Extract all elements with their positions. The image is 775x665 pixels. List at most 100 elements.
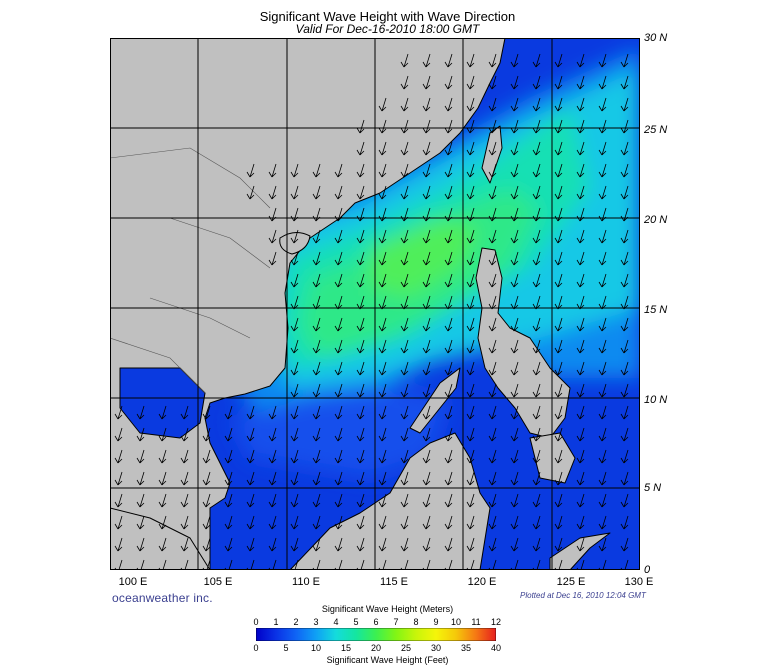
- wave-arrow: [290, 207, 299, 222]
- wave-arrow: [224, 471, 233, 486]
- wave-arrow: [576, 361, 585, 376]
- wave-arrow: [466, 427, 475, 442]
- wave-arrow: [444, 317, 453, 332]
- wave-arrow: [136, 493, 145, 508]
- wave-arrow: [378, 97, 387, 112]
- wave-arrow: [466, 383, 475, 398]
- wave-arrow: [290, 229, 299, 244]
- wave-arrow: [620, 383, 629, 398]
- wave-arrow: [466, 185, 475, 200]
- wave-arrow: [356, 185, 365, 200]
- wave-arrow: [510, 273, 519, 288]
- wave-arrow: [378, 317, 387, 332]
- wave-arrow: [334, 427, 343, 442]
- wave-arrow: [224, 515, 233, 530]
- wave-arrow: [576, 75, 585, 90]
- wave-arrow: [466, 471, 475, 486]
- wave-arrow: [312, 471, 321, 486]
- wave-arrow: [444, 339, 453, 354]
- wave-arrow: [334, 449, 343, 464]
- lon-label-125e: 125 E: [556, 576, 586, 588]
- wave-arrow: [312, 273, 321, 288]
- wave-arrow: [554, 361, 563, 376]
- wave-arrow: [510, 185, 519, 200]
- wave-arrow: [158, 427, 167, 442]
- feet-tick-label: 35: [460, 643, 471, 653]
- wave-arrow: [532, 383, 541, 398]
- philippines: [475, 247, 571, 439]
- wave-arrow: [620, 141, 629, 156]
- wave-arrow: [400, 493, 409, 508]
- meter-tick-label: 9: [433, 617, 439, 627]
- wave-arrow: [510, 295, 519, 310]
- wave-arrow: [488, 493, 497, 508]
- wave-arrow: [268, 515, 277, 530]
- wave-arrow: [334, 383, 343, 398]
- wave-arrow: [356, 339, 365, 354]
- feet-tick-label: 0: [253, 643, 259, 653]
- wave-arrow: [510, 515, 519, 530]
- wave-arrow: [576, 317, 585, 332]
- colorbar-gradient: [256, 628, 496, 641]
- feet-tick-label: 40: [490, 643, 501, 653]
- wave-arrow: [510, 229, 519, 244]
- wave-arrow: [334, 515, 343, 530]
- wave-arrow: [466, 361, 475, 376]
- wave-arrow: [334, 361, 343, 376]
- wave-arrow: [532, 207, 541, 222]
- wave-arrow: [466, 493, 475, 508]
- wave-arrow: [532, 317, 541, 332]
- wave-arrow: [290, 493, 299, 508]
- wave-arrow: [444, 449, 453, 464]
- wave-arrow: [554, 141, 563, 156]
- wave-arrow: [290, 185, 299, 200]
- wave-arrow: [290, 339, 299, 354]
- wave-arrow: [334, 295, 343, 310]
- lat-label-20n: 20 N: [644, 214, 668, 226]
- wave-arrow: [312, 361, 321, 376]
- plotted-timestamp: Plotted at Dec 16, 2010 12:04 GMT: [520, 591, 646, 600]
- colorbar-title-meters: Significant Wave Height (Meters): [321, 604, 454, 614]
- wave-arrow: [356, 163, 365, 178]
- wave-arrow: [510, 471, 519, 486]
- wave-arrow: [290, 295, 299, 310]
- wave-arrow: [620, 405, 629, 420]
- wave-arrow: [532, 405, 541, 420]
- wave-arrow: [202, 515, 211, 530]
- wave-arrow: [422, 207, 431, 222]
- wave-arrow: [378, 251, 387, 266]
- wave-arrow: [444, 251, 453, 266]
- wave-arrow: [202, 471, 211, 486]
- wave-arrow: [312, 405, 321, 420]
- wave-arrow: [488, 53, 497, 68]
- wave-arrow: [312, 427, 321, 442]
- wave-arrow: [356, 273, 365, 288]
- wave-arrow: [510, 53, 519, 68]
- wave-arrow: [554, 185, 563, 200]
- wave-arrow: [444, 141, 453, 156]
- wave-arrow: [598, 141, 607, 156]
- wave-arrow: [620, 119, 629, 134]
- wave-arrow: [136, 515, 145, 530]
- wave-arrow: [246, 405, 255, 420]
- wave-arrow: [488, 97, 497, 112]
- wave-arrow: [576, 449, 585, 464]
- wave-arrow: [202, 493, 211, 508]
- wave-arrow: [158, 471, 167, 486]
- wave-arrow: [422, 251, 431, 266]
- wave-arrow: [378, 361, 387, 376]
- wave-arrow: [378, 383, 387, 398]
- wave-arrow: [598, 163, 607, 178]
- wave-arrow: [444, 427, 453, 442]
- wave-arrow: [466, 97, 475, 112]
- map-title: Significant Wave Height with Wave Direct…: [259, 9, 516, 24]
- meter-tick-label: 5: [353, 617, 359, 627]
- wave-arrow: [290, 317, 299, 332]
- wave-arrow: [400, 273, 409, 288]
- wave-arrow: [554, 207, 563, 222]
- wave-arrow: [356, 449, 365, 464]
- wave-arrow: [422, 295, 431, 310]
- wave-arrow: [598, 493, 607, 508]
- wave-arrow: [158, 493, 167, 508]
- wave-arrow: [510, 339, 519, 354]
